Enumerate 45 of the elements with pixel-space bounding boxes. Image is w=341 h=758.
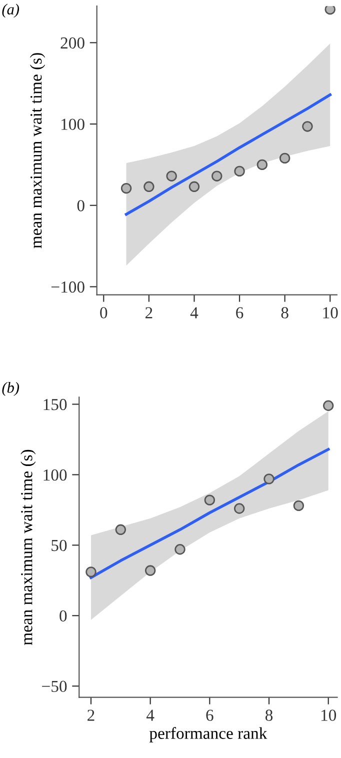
x-tick-label: 6 xyxy=(206,710,214,721)
y-tick-label: 100 xyxy=(62,118,84,130)
x-tick-label: 2 xyxy=(146,307,152,318)
point xyxy=(234,503,245,514)
x-tick-label: 8 xyxy=(265,710,273,721)
point xyxy=(256,159,268,170)
x-tick-label: 8 xyxy=(281,307,288,318)
x-tick-label: 6 xyxy=(236,307,244,318)
point xyxy=(115,524,126,536)
line-series xyxy=(124,93,332,216)
y-axis-title: mean maximum wait time (s) xyxy=(30,53,46,248)
point xyxy=(204,494,216,506)
point xyxy=(293,500,304,512)
x-tick-label: 2 xyxy=(88,710,94,721)
chart-title: (b) xyxy=(2,382,20,396)
chart-title: (a) xyxy=(2,4,20,18)
y-axis-title: mean maximum wait time (s) xyxy=(20,450,36,646)
point xyxy=(324,6,336,15)
point xyxy=(86,566,96,578)
point xyxy=(234,166,245,177)
y-tick-label: 200 xyxy=(60,37,84,49)
point xyxy=(120,182,132,194)
y-tick-label: 100 xyxy=(44,469,67,481)
point xyxy=(322,400,334,411)
point xyxy=(212,170,222,182)
point xyxy=(174,544,186,555)
point xyxy=(302,121,313,132)
x-tick-label: 4 xyxy=(146,710,154,721)
point xyxy=(144,565,156,576)
y-tick-label: 150 xyxy=(44,398,67,410)
x-tick-label: 4 xyxy=(190,307,198,318)
x-axis-title: performance rank xyxy=(149,727,268,742)
y-tick-label: −50 xyxy=(42,680,67,692)
point xyxy=(264,474,274,484)
point xyxy=(188,181,200,192)
x-tick-label: 10 xyxy=(321,710,336,721)
y-tick-label: 0 xyxy=(60,610,67,622)
x-tick-label: 0 xyxy=(100,307,108,318)
x-tick-label: 10 xyxy=(323,307,338,318)
point xyxy=(166,170,177,182)
point xyxy=(144,181,154,192)
point xyxy=(279,152,290,164)
y-tick-label: −100 xyxy=(51,281,84,293)
y-tick-label: 0 xyxy=(77,200,84,212)
y-tick-label: 50 xyxy=(52,540,67,552)
